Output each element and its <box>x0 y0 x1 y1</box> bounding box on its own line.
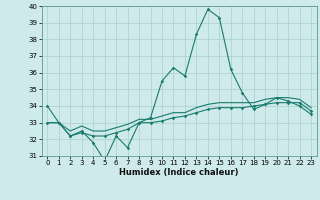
X-axis label: Humidex (Indice chaleur): Humidex (Indice chaleur) <box>119 168 239 177</box>
